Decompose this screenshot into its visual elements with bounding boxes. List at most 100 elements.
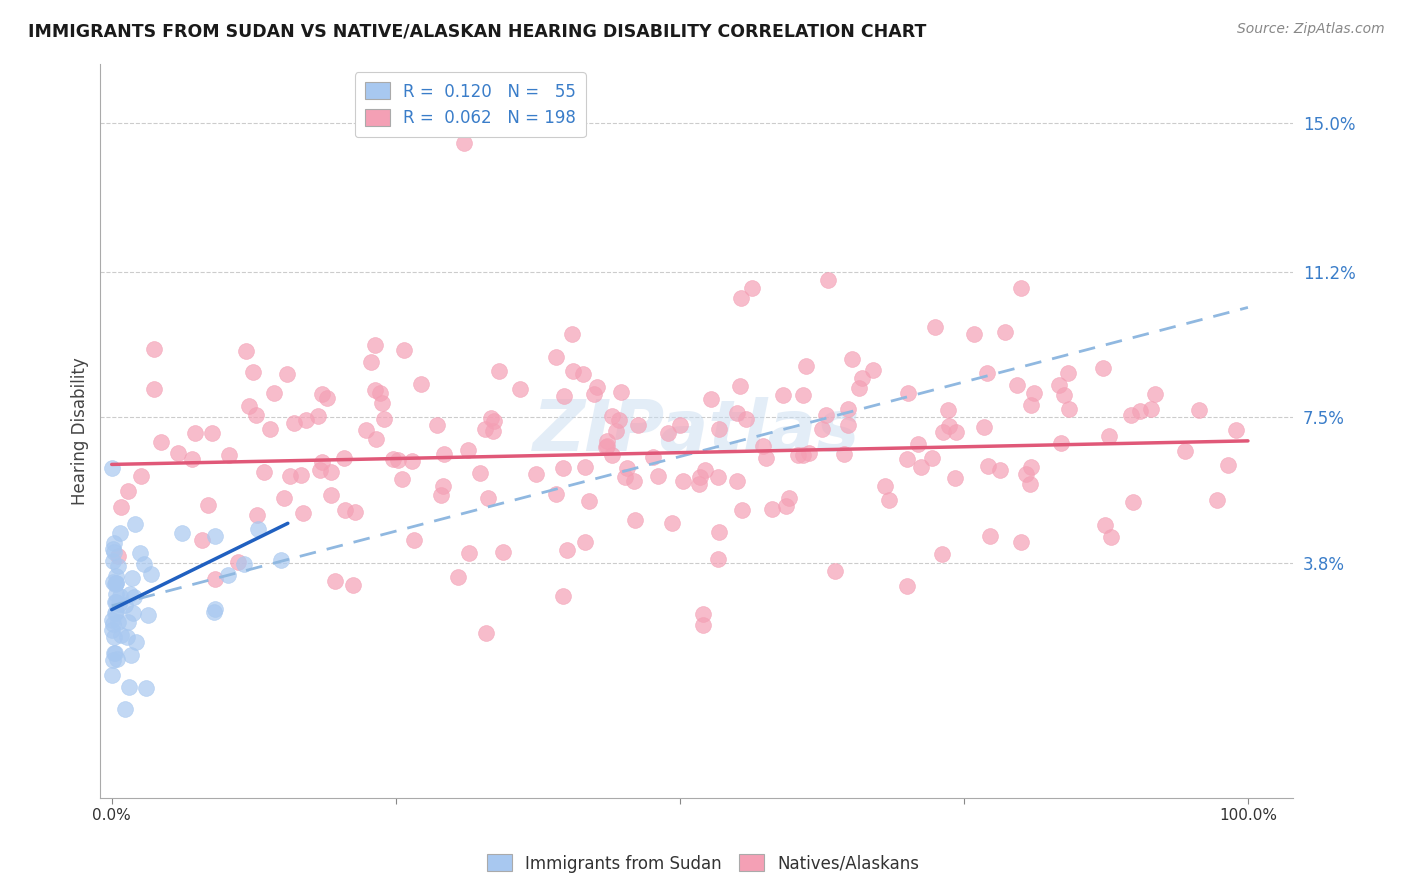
Point	[323, 574, 346, 588]
Point	[707, 524, 730, 539]
Point	[226, 555, 249, 569]
Point	[290, 468, 312, 483]
Point	[1099, 530, 1122, 544]
Point	[453, 136, 475, 150]
Point	[751, 439, 773, 453]
Point	[103, 536, 125, 550]
Point	[693, 463, 716, 477]
Point	[1218, 458, 1240, 473]
Point	[943, 470, 966, 484]
Point	[184, 425, 207, 440]
Point	[447, 570, 470, 584]
Point	[1057, 366, 1080, 380]
Point	[596, 434, 619, 449]
Point	[115, 630, 138, 644]
Point	[122, 607, 145, 621]
Point	[103, 575, 125, 590]
Point	[122, 591, 145, 605]
Point	[492, 545, 515, 559]
Point	[108, 589, 131, 603]
Point	[191, 533, 214, 547]
Point	[235, 344, 257, 359]
Point	[994, 325, 1017, 339]
Point	[309, 463, 332, 477]
Point	[561, 327, 583, 342]
Point	[104, 577, 127, 591]
Point	[118, 586, 141, 600]
Point	[136, 607, 159, 622]
Point	[555, 543, 578, 558]
Point	[688, 477, 710, 491]
Point	[259, 422, 281, 436]
Point	[107, 615, 129, 630]
Point	[661, 516, 683, 530]
Point	[1018, 477, 1040, 491]
Point	[1024, 385, 1046, 400]
Point	[316, 391, 339, 405]
Point	[364, 432, 387, 446]
Point	[458, 545, 481, 559]
Point	[321, 488, 343, 502]
Point	[283, 416, 305, 430]
Point	[180, 451, 202, 466]
Point	[121, 571, 143, 585]
Point	[110, 628, 132, 642]
Point	[114, 702, 136, 716]
Point	[117, 484, 139, 499]
Point	[851, 370, 873, 384]
Point	[204, 529, 226, 543]
Point	[101, 542, 124, 557]
Point	[101, 653, 124, 667]
Point	[585, 380, 607, 394]
Point	[725, 406, 748, 420]
Point	[247, 522, 270, 536]
Point	[1129, 404, 1152, 418]
Point	[143, 343, 166, 357]
Point	[114, 599, 136, 613]
Point	[468, 466, 491, 480]
Point	[778, 491, 800, 506]
Point	[1143, 387, 1166, 401]
Point	[276, 368, 298, 382]
Point	[392, 343, 415, 357]
Point	[896, 579, 918, 593]
Point	[921, 450, 943, 465]
Point	[1005, 378, 1028, 392]
Point	[166, 446, 188, 460]
Point	[105, 576, 128, 591]
Point	[810, 422, 832, 436]
Point	[101, 623, 124, 637]
Point	[772, 387, 794, 401]
Point	[402, 533, 425, 547]
Point	[200, 426, 222, 441]
Point	[700, 392, 723, 406]
Point	[616, 460, 638, 475]
Point	[104, 605, 127, 619]
Point	[824, 564, 846, 578]
Point	[1019, 398, 1042, 412]
Point	[103, 545, 125, 559]
Point	[669, 417, 692, 432]
Point	[605, 424, 627, 438]
Point	[692, 607, 714, 621]
Point	[475, 626, 498, 640]
Point	[430, 488, 453, 502]
Point	[553, 389, 575, 403]
Point	[311, 386, 333, 401]
Point	[479, 410, 502, 425]
Point	[104, 647, 127, 661]
Point	[143, 382, 166, 396]
Point	[246, 508, 269, 522]
Point	[730, 503, 752, 517]
Point	[426, 417, 449, 432]
Point	[596, 440, 619, 454]
Point	[1206, 492, 1229, 507]
Point	[238, 399, 260, 413]
Point	[623, 474, 645, 488]
Point	[474, 422, 496, 436]
Point	[101, 668, 124, 682]
Point	[150, 435, 173, 450]
Point	[602, 409, 624, 423]
Point	[792, 448, 814, 462]
Point	[101, 616, 124, 631]
